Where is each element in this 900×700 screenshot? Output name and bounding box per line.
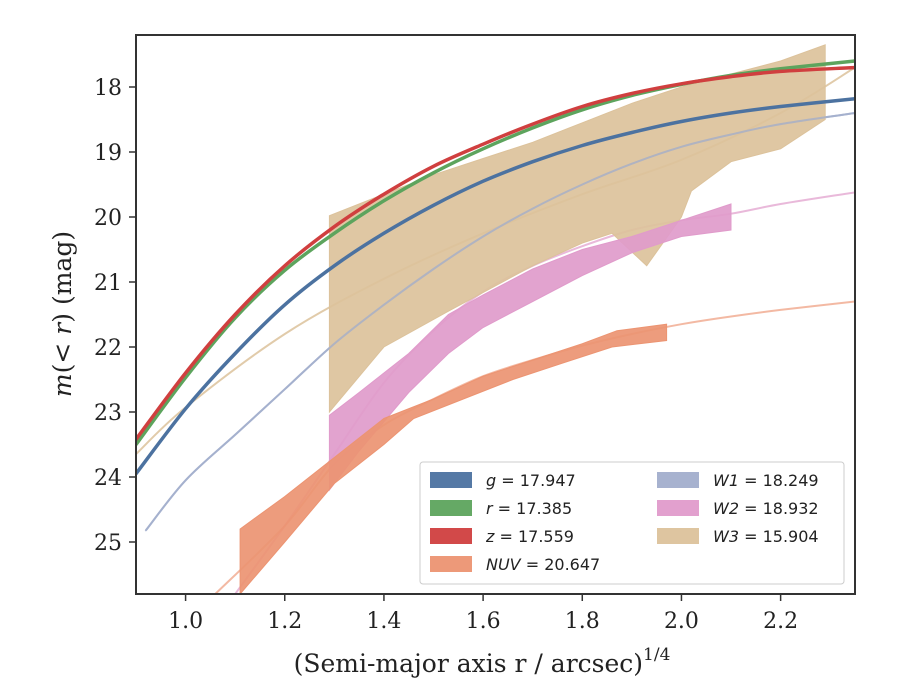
legend-frame (419, 461, 845, 585)
y-tick-label: 25 (94, 531, 122, 556)
y-tick-label: 23 (94, 401, 122, 426)
legend-label-g: g = 17.947 (486, 471, 576, 490)
x-tick-label: 1.8 (565, 609, 600, 634)
x-tick-label: 2.0 (664, 609, 699, 634)
legend-label-w1: W1 = 18.249 (713, 471, 819, 490)
y-axis-label-m: m (48, 373, 77, 397)
legend-items: g = 17.947 r = 17.385 z = 17.559 NUV = 20.6… (430, 471, 819, 574)
y-tick-label: 24 (94, 466, 122, 491)
band-w2 (328, 203, 732, 492)
band-w3 (328, 44, 826, 414)
legend-label-w2: W2 = 18.932 (713, 499, 819, 518)
x-tick-label: 1.2 (267, 609, 302, 634)
y-axis-label: m(< r) (mag) (48, 231, 77, 397)
y-tick-label: 22 (94, 336, 122, 361)
legend-label-r: r = 17.385 (486, 499, 572, 518)
y-tick-label: 20 (94, 206, 122, 231)
legend-label-z: z = 17.559 (485, 527, 574, 546)
x-tick-label: 1.4 (366, 609, 401, 634)
y-tick-label: 18 (94, 76, 122, 101)
curve-w1-overlay (145, 112, 855, 531)
x-axis-label-exponent: 1/4 (643, 645, 670, 665)
legend-label-nuv: NUV = 20.647 (486, 555, 600, 574)
legend-swatch-w3 (657, 528, 699, 544)
y-axis: 18 19 20 21 22 23 24 25 (94, 76, 136, 556)
x-axis-label-main: (Semi-major axis r / arcsec) (294, 649, 643, 678)
curve-z (136, 65, 855, 442)
legend-swatch-r (430, 500, 472, 516)
curve-g (136, 96, 855, 476)
legend-swatch-z (430, 528, 472, 544)
y-axis-label-lt: (< (48, 335, 77, 374)
y-axis-label-unit: ) (mag) (48, 231, 77, 323)
x-tick-label: 2.2 (763, 609, 798, 634)
x-axis: 1.0 1.2 1.4 1.6 1.8 2.0 2.2 (168, 594, 798, 634)
y-tick-label: 19 (94, 141, 122, 166)
legend-swatch-nuv (430, 556, 472, 572)
x-tick-label: 1.6 (466, 609, 501, 634)
x-axis-label: (Semi-major axis r / arcsec)1/4 (294, 645, 671, 678)
band-nuv (239, 323, 668, 594)
legend-swatch-w2 (657, 500, 699, 516)
curves-layer (136, 59, 855, 531)
legend-swatch-w1 (657, 472, 699, 488)
plot-frame (135, 34, 856, 595)
legend-swatch-g (430, 472, 472, 488)
y-tick-label: 21 (94, 271, 122, 296)
legend-label-w3: W3 = 15.904 (713, 527, 819, 546)
legend: g = 17.947 r = 17.385 z = 17.559 NUV = 20.6… (419, 461, 845, 585)
x-tick-label: 1.0 (168, 609, 203, 634)
y-axis-label-r: r (48, 321, 77, 335)
